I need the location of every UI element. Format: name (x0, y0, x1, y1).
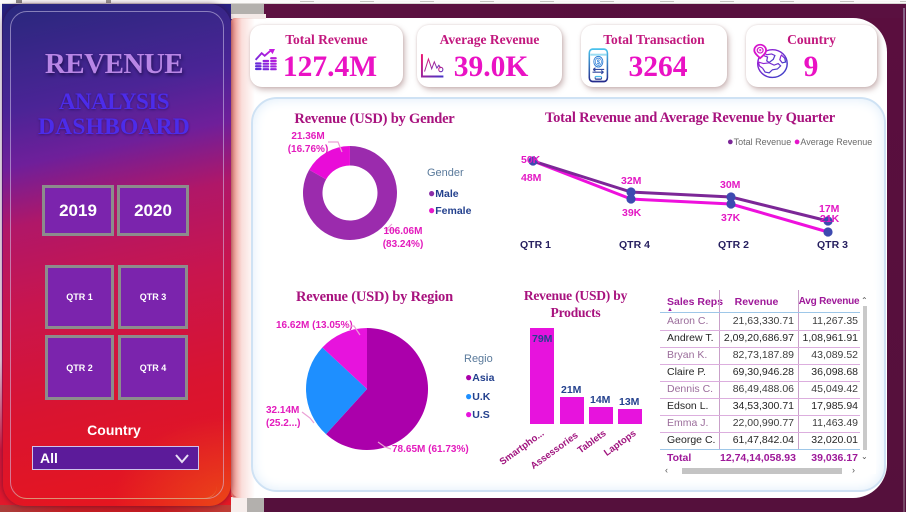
svg-text:$: $ (597, 59, 601, 67)
